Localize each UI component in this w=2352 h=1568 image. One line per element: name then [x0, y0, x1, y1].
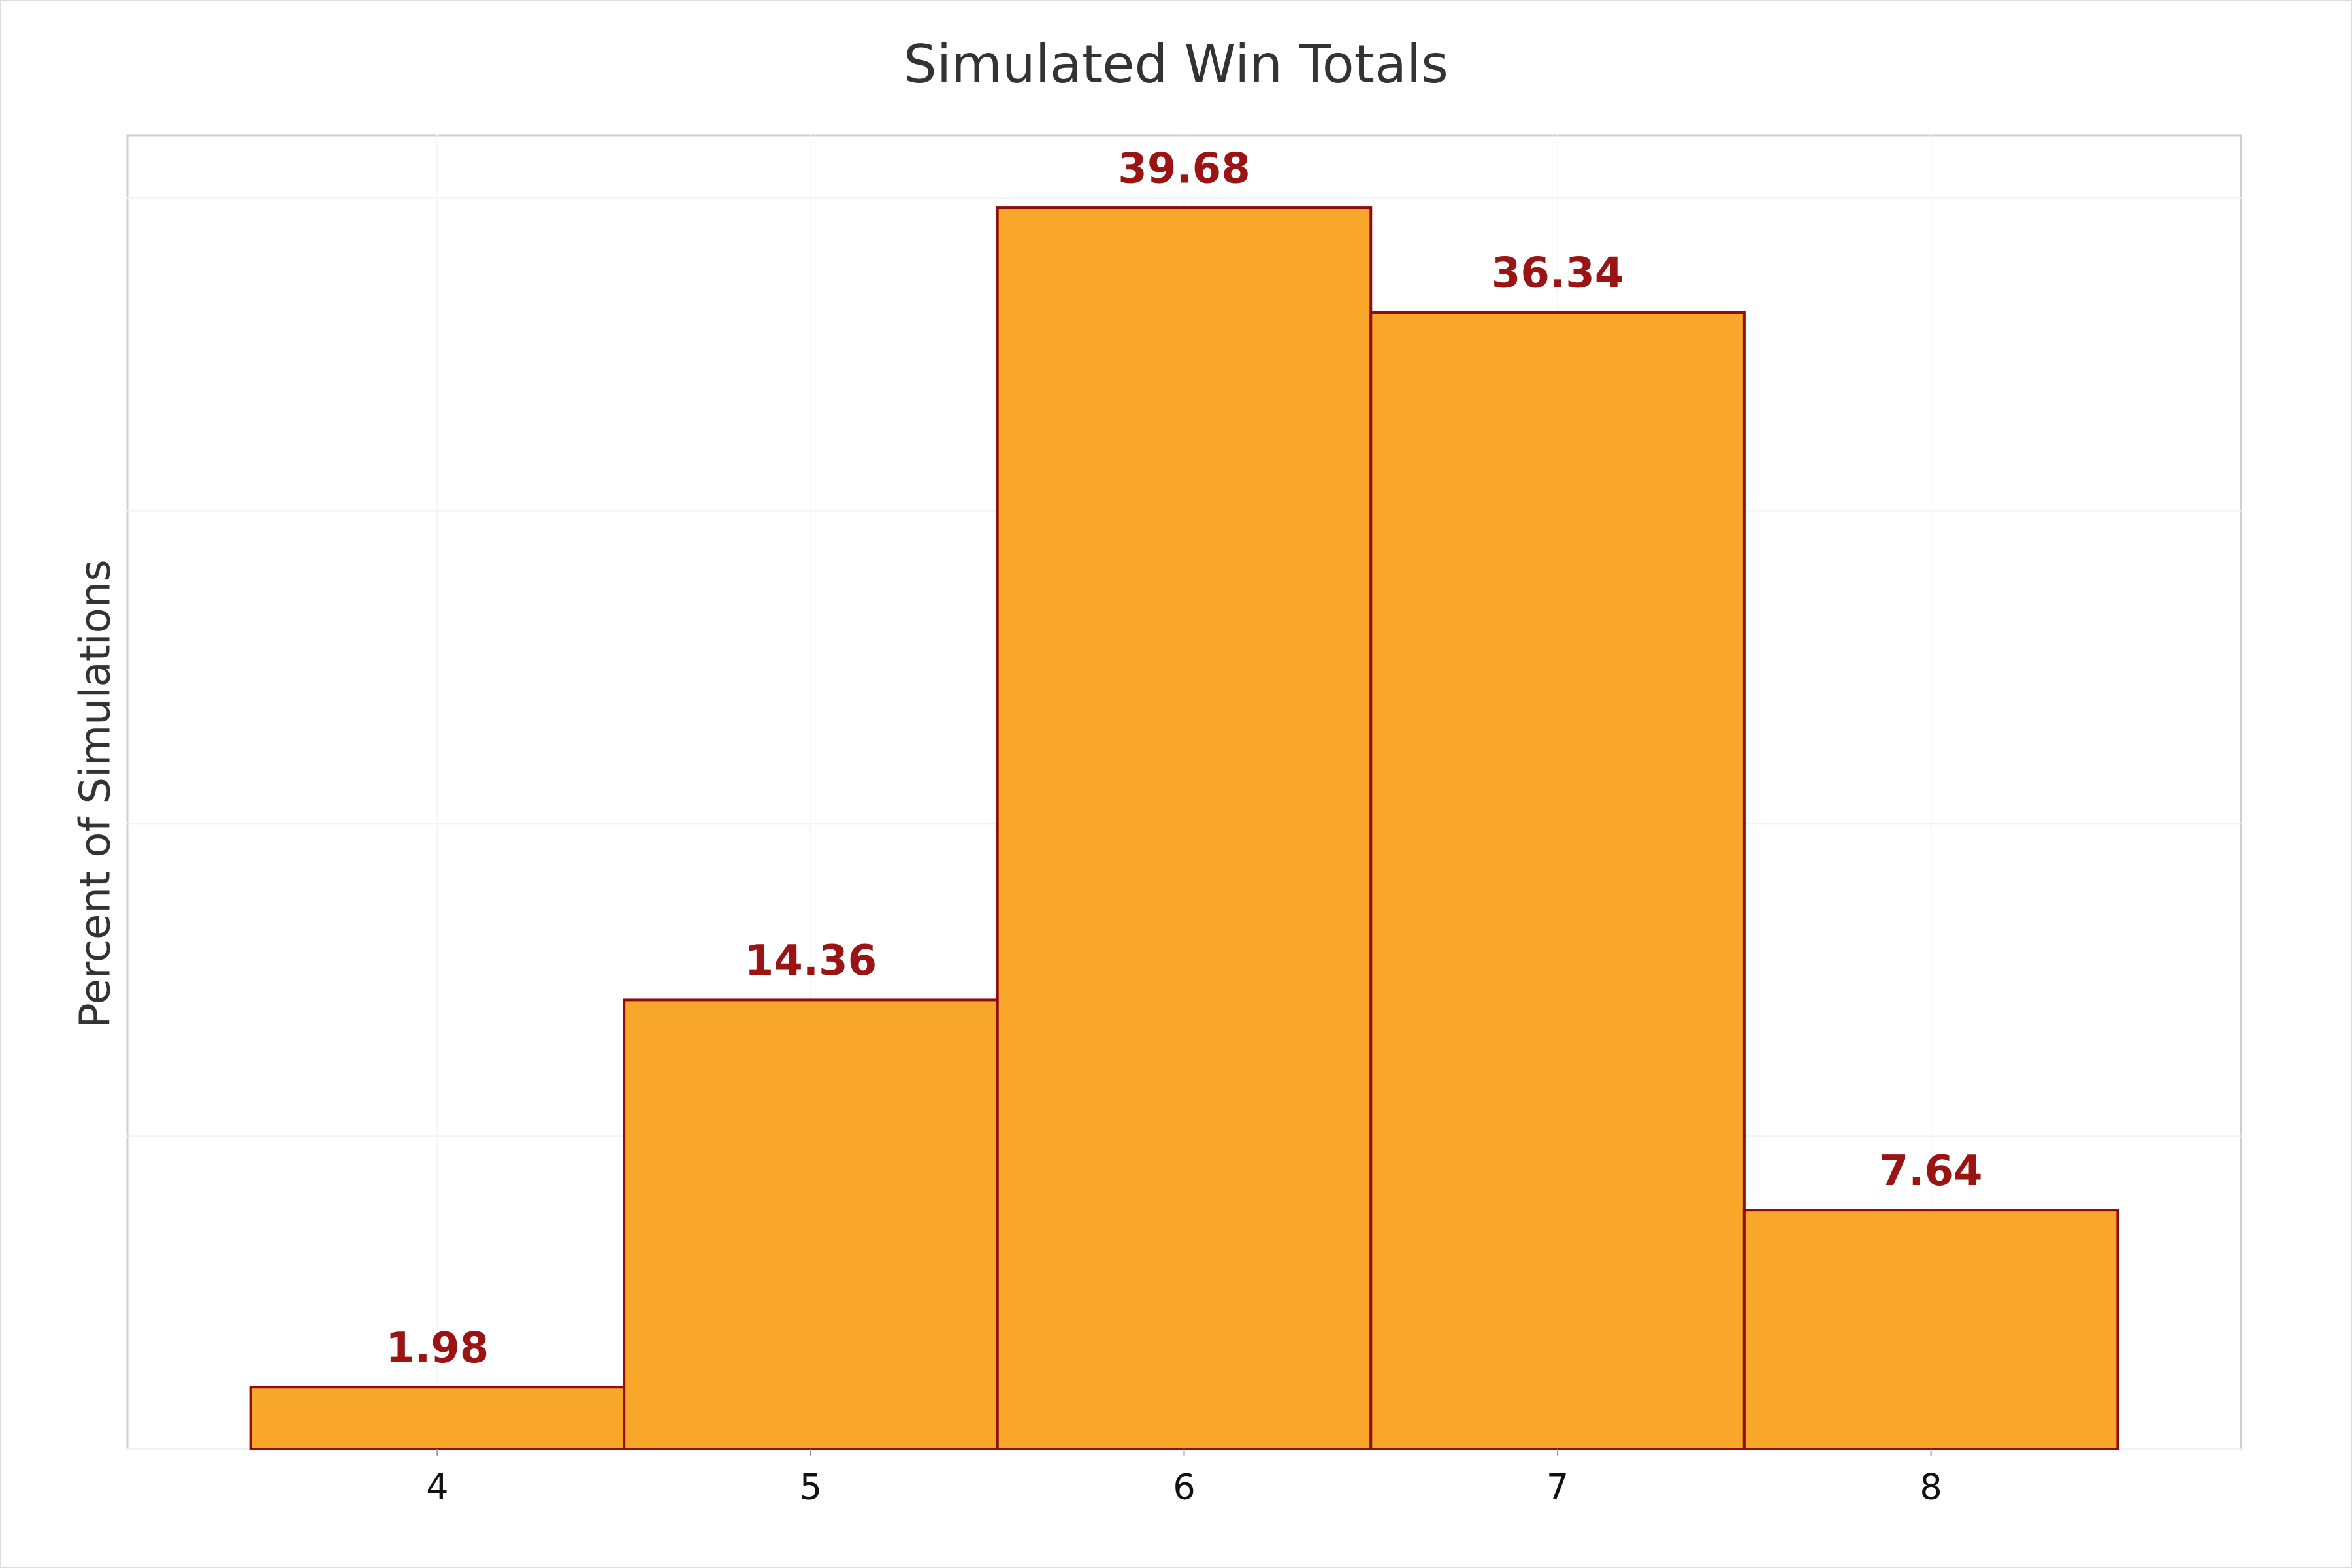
data-label: 14.36	[745, 937, 877, 985]
bar	[623, 998, 999, 1451]
x-tick-label: 7	[1546, 1467, 1569, 1508]
data-label: 7.64	[1880, 1147, 1983, 1196]
data-label: 39.68	[1118, 145, 1250, 193]
bar	[996, 206, 1373, 1450]
data-label: 36.34	[1492, 250, 1624, 298]
bar	[1742, 1209, 2119, 1451]
data-label: 1.98	[385, 1324, 489, 1373]
x-tick-label: 4	[426, 1467, 448, 1508]
x-tick-label: 6	[1173, 1467, 1195, 1508]
x-tick-label: 8	[1919, 1467, 1942, 1508]
bar	[249, 1386, 626, 1451]
bar	[1369, 311, 1746, 1450]
y-axis-label: Percent of Simulations	[72, 559, 120, 1028]
x-tick-label: 5	[800, 1467, 822, 1508]
chart-title: Simulated Win Totals	[904, 34, 1448, 95]
